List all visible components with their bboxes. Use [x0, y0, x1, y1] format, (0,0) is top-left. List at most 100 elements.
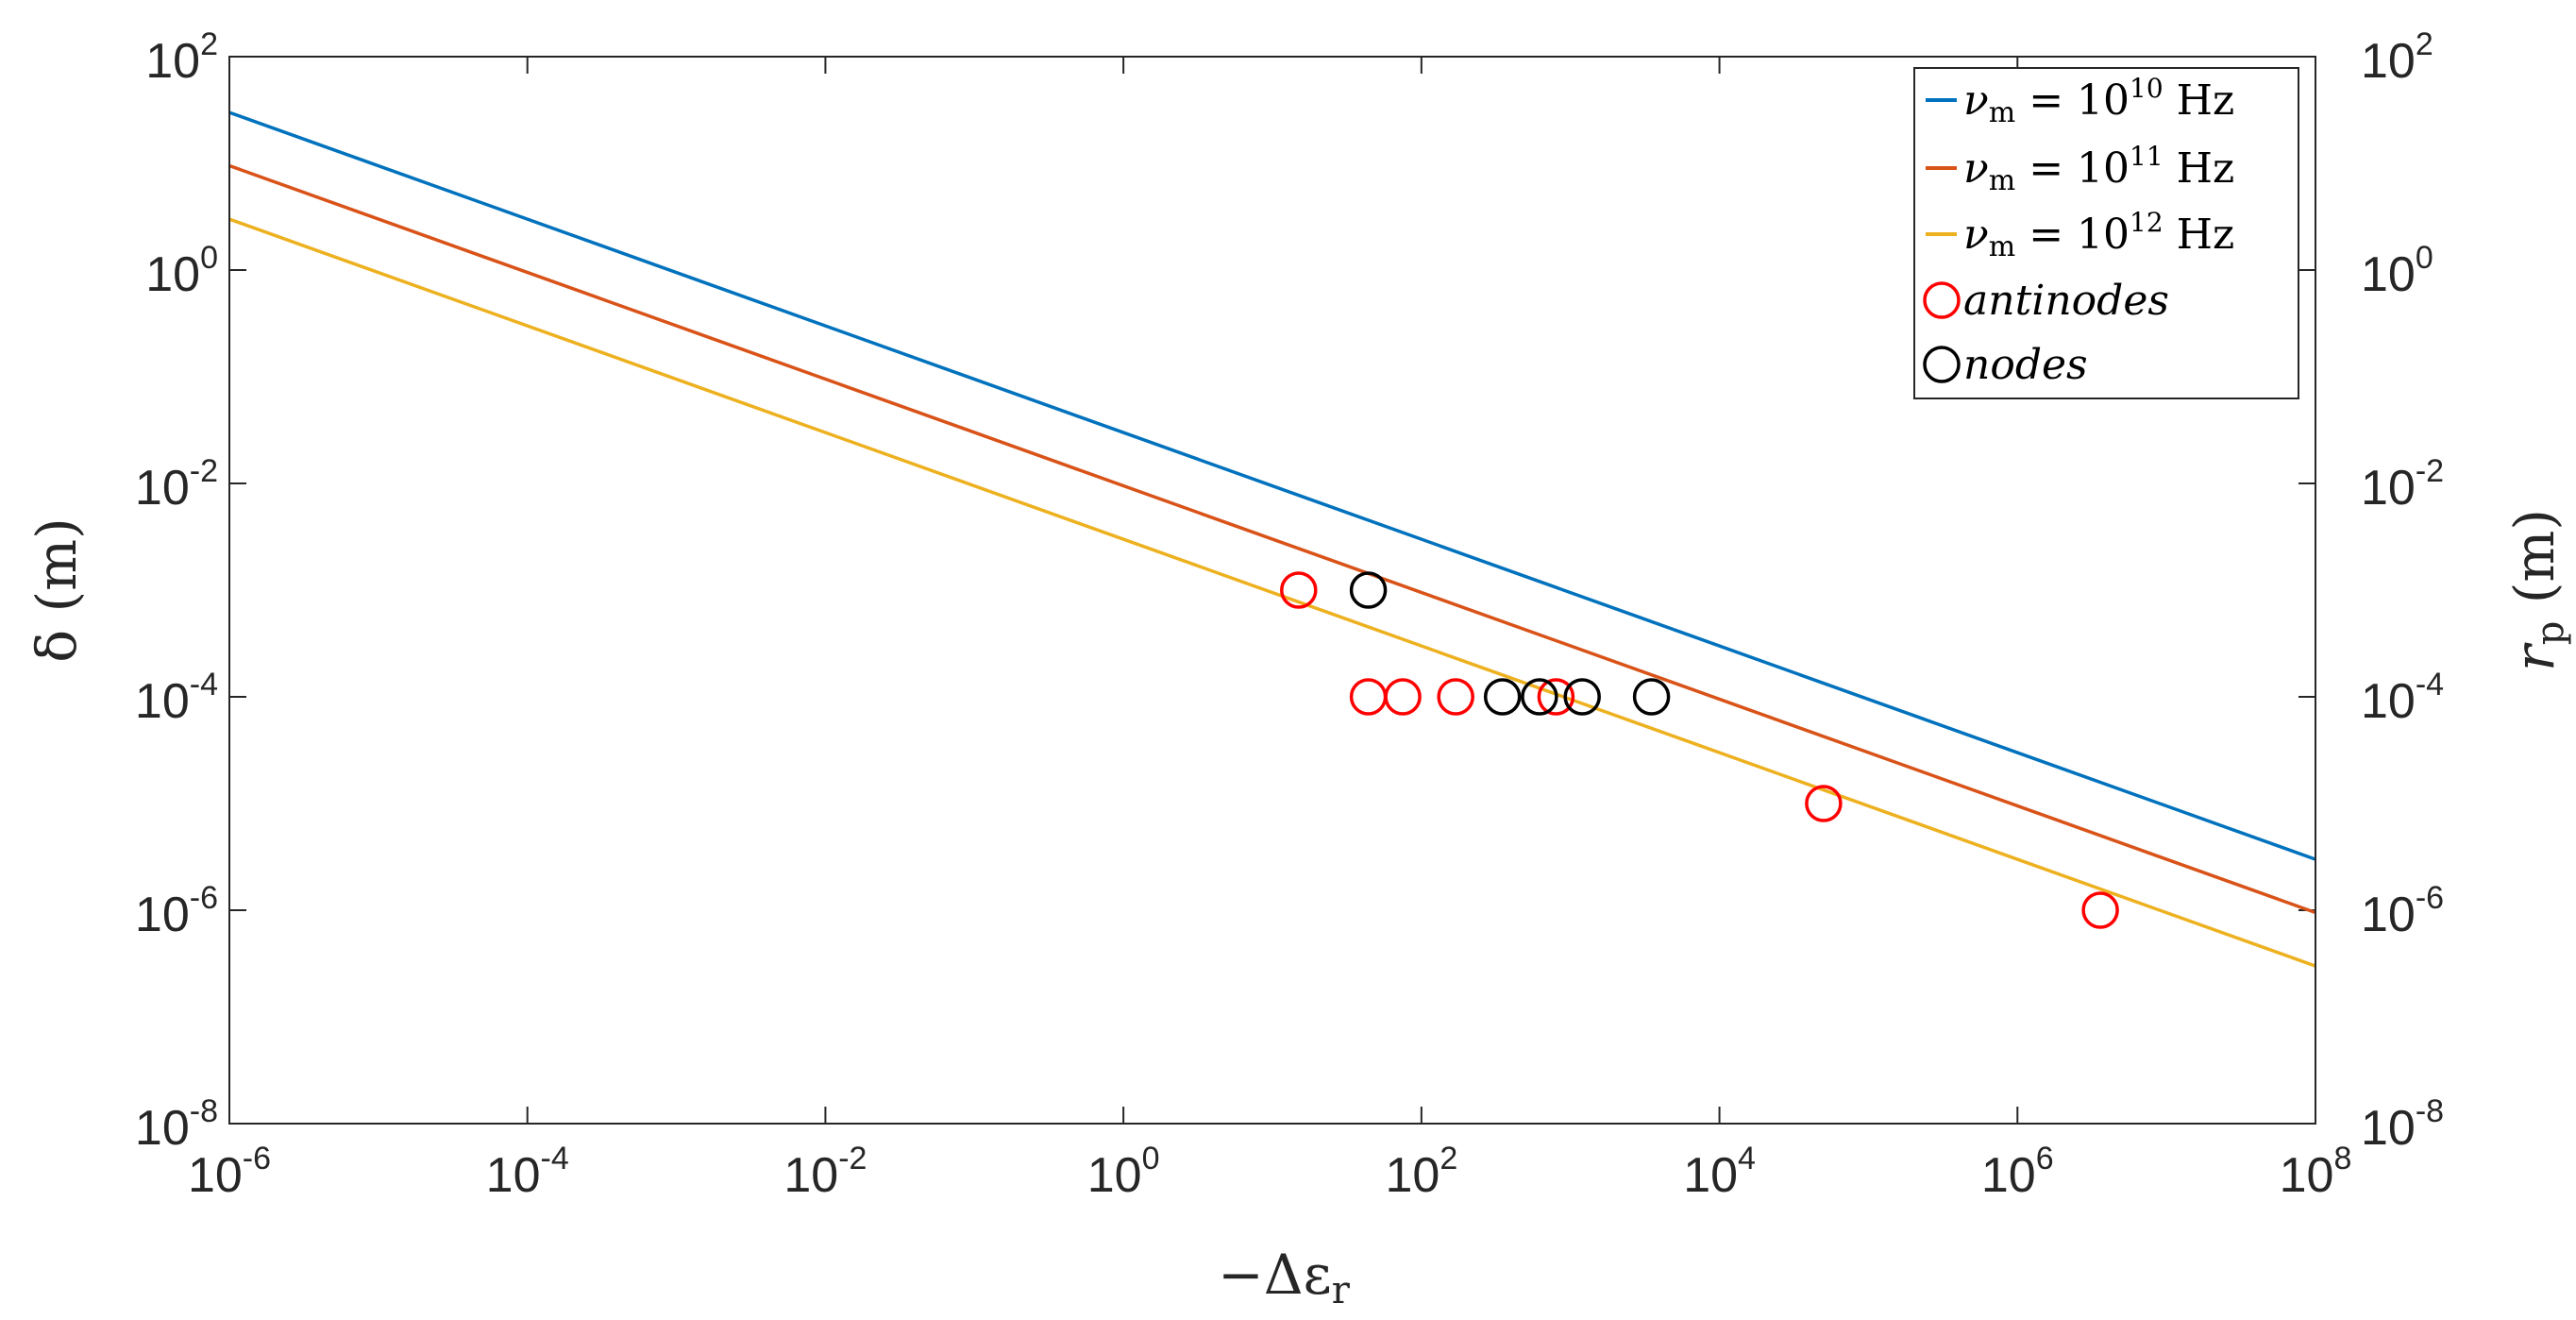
y-tick-exp: -6: [190, 880, 218, 916]
nodes-marker: [1349, 571, 1388, 609]
legend-exp: 11: [2130, 141, 2164, 172]
x-tick-base: 10: [2280, 1148, 2334, 1203]
x-tick-label: 102: [1385, 1141, 1457, 1203]
x-tick-exp: -6: [243, 1141, 271, 1176]
x-tick-base: 10: [1981, 1148, 2036, 1203]
x-tick-base: 10: [1683, 1148, 1738, 1203]
antinodes-marker: [1280, 571, 1318, 609]
legend: νm = 1010 Hz νm = 1011 Hz νm = 1012 Hz a…: [1913, 67, 2299, 399]
legend-marker-nodes: [1923, 346, 1961, 383]
y-tick-base: 10: [135, 461, 190, 516]
legend-mid: = 10: [2015, 211, 2130, 259]
y-tick-label-left: 10-2: [135, 453, 218, 516]
legend-exp: 10: [2130, 73, 2164, 104]
y-tick-label-left: 10-6: [135, 880, 218, 942]
x-tick-exp: -2: [838, 1141, 867, 1176]
y-tick-exp: -2: [2416, 453, 2444, 489]
plot-frame: [228, 56, 2316, 1125]
legend-box: [1913, 67, 2299, 399]
y-tick-base: 10: [2361, 888, 2416, 942]
y-tick-exp: -8: [2416, 1093, 2444, 1129]
legend-label-series-2: νm = 1011 Hz: [1963, 141, 2234, 197]
x-tick-label: 108: [2280, 1141, 2352, 1203]
x-tick-exp: 0: [1142, 1141, 1160, 1176]
y-tick-base: 10: [135, 1101, 190, 1156]
x-tick-label: 106: [1981, 1141, 2054, 1203]
y-tick-exp: -2: [190, 453, 218, 489]
y-tick-label-left: 100: [145, 240, 218, 302]
y-tick-exp: -4: [190, 667, 218, 702]
antinodes-marker: [2081, 891, 2119, 929]
legend-label-nodes: nodes: [1963, 341, 2088, 389]
y-tick-base: 10: [135, 674, 190, 729]
x-tick-base: 10: [486, 1148, 541, 1203]
x-tick-base: 10: [1385, 1148, 1440, 1203]
y-tick-exp: 0: [2416, 240, 2433, 276]
x-tick-base: 10: [783, 1148, 838, 1203]
y-tick-base: 10: [135, 888, 190, 942]
legend-unit: Hz: [2164, 144, 2235, 193]
x-tick-label: 10-2: [783, 1141, 867, 1203]
nodes-marker: [1521, 678, 1558, 716]
legend-marker-antinodes: [1923, 281, 1961, 319]
x-tick-label: 10-4: [486, 1141, 569, 1203]
y-tick-exp: 0: [200, 240, 218, 276]
y-tick-base: 10: [2361, 34, 2416, 89]
y-tick-exp: -8: [190, 1093, 218, 1129]
x-tick-label: 100: [1087, 1141, 1160, 1203]
legend-sub: m: [1989, 230, 2015, 263]
y-tick-label-right: 10-8: [2361, 1093, 2444, 1156]
y-tick-base: 10: [2361, 674, 2416, 729]
x-tick-label: 10-6: [188, 1141, 271, 1203]
series-line-1: [228, 110, 2316, 861]
y-tick-base: 10: [2361, 1101, 2416, 1156]
legend-exp: 12: [2130, 207, 2164, 238]
legend-label-antinodes: antinodes: [1963, 277, 2169, 325]
x-tick-exp: 8: [2333, 1141, 2351, 1176]
marker-points: [1280, 571, 2119, 929]
antinodes-marker: [1537, 678, 1575, 716]
y-tick-label-right: 10-4: [2361, 667, 2444, 729]
y-tick-label-right: 10-2: [2361, 453, 2444, 516]
y-axis-label-right-main: r: [2502, 642, 2567, 671]
antinodes-marker: [1437, 678, 1474, 716]
series-lines: [228, 110, 2316, 968]
y-tick-label-right: 100: [2361, 240, 2433, 302]
y-axis-label-right-sub: p: [2529, 621, 2572, 646]
antinodes-marker: [1384, 678, 1422, 716]
antinodes-marker: [1805, 785, 1843, 822]
y-axis-label-right-suffix: (m): [2502, 509, 2567, 621]
x-tick-base: 10: [188, 1148, 243, 1203]
legend-sub: m: [1989, 164, 2015, 197]
y-tick-base: 10: [2361, 247, 2416, 302]
x-tick-label: 104: [1683, 1141, 1756, 1203]
x-tick-exp: 2: [1440, 1141, 1457, 1176]
legend-unit: Hz: [2164, 76, 2235, 125]
y-tick-base: 10: [2361, 461, 2416, 516]
y-tick-exp: -6: [2416, 880, 2444, 916]
legend-label-series-3: νm = 1012 Hz: [1963, 207, 2234, 263]
y-tick-label-right: 102: [2361, 26, 2433, 89]
x-axis-label-main: −Δε: [1218, 1243, 1332, 1307]
legend-sub: m: [1989, 96, 2015, 129]
legend-nu: ν: [1963, 211, 1989, 259]
x-tick-exp: 6: [2036, 1141, 2054, 1176]
y-tick-exp: 2: [200, 26, 218, 62]
y-axis-label-left: δ (m): [25, 517, 89, 663]
legend-label-series-1: νm = 1010 Hz: [1963, 73, 2234, 129]
y-tick-label-left: 102: [145, 26, 218, 89]
nodes-marker: [1483, 678, 1522, 716]
series-line-2: [228, 163, 2316, 915]
x-tick-exp: 4: [1738, 1141, 1756, 1176]
y-tick-label-left: 10-4: [135, 667, 218, 729]
y-tick-base: 10: [145, 34, 200, 89]
x-axis-label: −Δεr: [1218, 1243, 1351, 1312]
legend-mid: = 10: [2015, 144, 2130, 193]
y-axis-label-right: rp (m): [2502, 509, 2572, 671]
series-line-3: [228, 217, 2316, 968]
x-tick-base: 10: [1087, 1148, 1142, 1203]
y-tick-base: 10: [145, 247, 200, 302]
legend-mid: = 10: [2015, 76, 2130, 125]
